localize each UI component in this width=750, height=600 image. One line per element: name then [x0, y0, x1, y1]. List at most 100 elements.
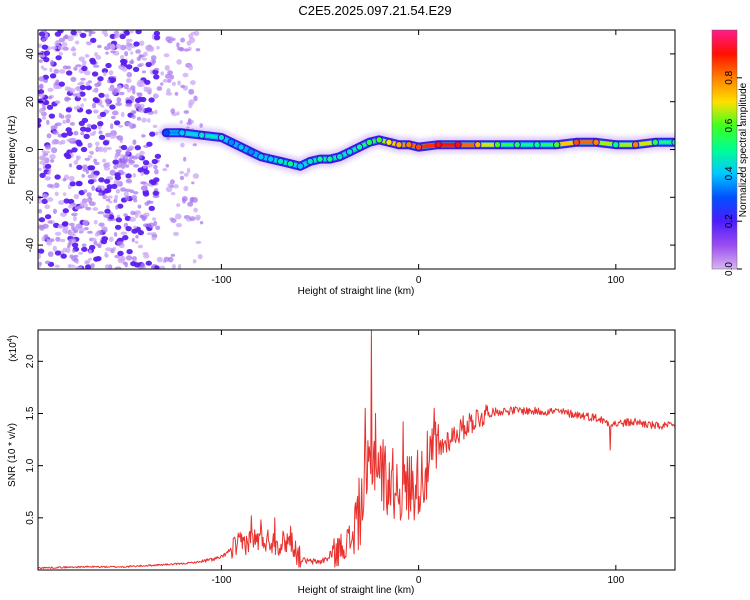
- noise-point: [164, 73, 171, 79]
- noise-point: [110, 123, 114, 130]
- noise-point: [195, 240, 202, 244]
- noise-point: [59, 238, 66, 243]
- noise-point: [170, 253, 176, 257]
- noise-point: [97, 211, 105, 215]
- noise-point: [39, 93, 45, 99]
- noise-point: [50, 125, 56, 131]
- noise-point: [179, 120, 183, 124]
- noise-point: [132, 66, 140, 72]
- ridge-point: [198, 131, 206, 139]
- noise-point: [145, 107, 153, 113]
- colorbar-tick-label: 0.0: [724, 262, 735, 276]
- x-tick-label: 100: [607, 275, 624, 286]
- x-tick-label: 0: [416, 275, 422, 286]
- y-tick-label: 1.5: [25, 406, 36, 420]
- noise-point: [47, 251, 54, 257]
- noise-point: [131, 238, 135, 243]
- noise-point: [86, 192, 92, 198]
- noise-point: [79, 84, 87, 91]
- noise-point: [44, 214, 52, 220]
- noise-point: [97, 192, 103, 196]
- ridge-point: [631, 141, 640, 149]
- noise-point: [79, 91, 86, 97]
- noise-point: [137, 204, 142, 209]
- noise-point: [55, 122, 62, 126]
- noise-point: [141, 57, 147, 61]
- noise-point: [108, 236, 114, 242]
- noise-point: [135, 30, 142, 35]
- noise-point: [119, 91, 125, 96]
- noise-point: [108, 70, 114, 76]
- noise-point: [75, 261, 79, 264]
- ridge-point: [227, 138, 236, 147]
- noise-point: [103, 178, 111, 184]
- noise-point: [62, 178, 67, 182]
- noise-point: [169, 74, 175, 80]
- noise-point: [85, 198, 91, 202]
- noise-point: [100, 104, 105, 108]
- noise-point: [103, 45, 111, 51]
- noise-point: [143, 51, 148, 57]
- noise-point: [113, 232, 118, 237]
- noise-point: [141, 70, 147, 74]
- noise-point: [40, 155, 47, 161]
- noise-point: [152, 69, 159, 75]
- noise-point: [127, 123, 133, 127]
- noise-point: [183, 172, 189, 177]
- noise-point: [120, 58, 127, 64]
- noise-point: [163, 53, 170, 58]
- noise-point: [125, 78, 132, 84]
- noise-point: [39, 172, 46, 178]
- noise-point: [155, 225, 161, 231]
- noise-point: [38, 108, 45, 114]
- ridge-point: [395, 141, 403, 149]
- noise-point: [49, 73, 57, 79]
- noise-point: [165, 164, 170, 168]
- noise-point: [54, 191, 59, 197]
- noise-point: [156, 86, 163, 91]
- noise-point: [55, 100, 60, 104]
- x-tick-label: 0: [416, 575, 422, 586]
- ridge-point: [651, 138, 659, 147]
- noise-point: [135, 235, 139, 239]
- noise-point: [84, 70, 91, 76]
- noise-point: [189, 216, 196, 222]
- noise-point: [39, 83, 44, 89]
- noise-point: [142, 160, 150, 166]
- noise-point: [92, 130, 97, 134]
- noise-point: [137, 64, 143, 68]
- noise-point: [114, 224, 122, 230]
- noise-point: [90, 59, 97, 65]
- noise-point: [46, 133, 52, 139]
- noise-point: [162, 168, 168, 172]
- y-tick-label: -20: [25, 190, 36, 205]
- noise-point: [58, 37, 66, 43]
- noise-point: [153, 34, 161, 41]
- noise-point: [133, 41, 140, 47]
- noise-point: [136, 56, 141, 61]
- spectrogram-x-label: Height of straight line (km): [298, 286, 415, 297]
- noise-point: [141, 185, 148, 192]
- noise-point: [62, 208, 69, 214]
- noise-point: [60, 253, 67, 259]
- snr-scale-exponent: 4: [7, 338, 14, 342]
- noise-point: [105, 62, 112, 69]
- noise-point: [97, 44, 102, 49]
- spectrogram-x-axis: -100 0 100: [211, 30, 625, 286]
- noise-point: [45, 260, 51, 265]
- ridge-point: [306, 157, 314, 166]
- noise-point: [86, 123, 92, 128]
- y-tick-label: 1.0: [25, 458, 36, 472]
- noise-point: [69, 181, 76, 187]
- noise-point: [80, 77, 86, 81]
- noise-point: [91, 185, 95, 191]
- noise-point: [65, 107, 73, 113]
- noise-point: [132, 123, 137, 129]
- noise-point: [127, 46, 132, 52]
- noise-point: [93, 170, 100, 176]
- ridge-point: [286, 160, 295, 168]
- noise-point: [147, 222, 155, 229]
- noise-point: [84, 54, 90, 58]
- noise-point: [150, 180, 157, 186]
- noise-point: [113, 198, 118, 203]
